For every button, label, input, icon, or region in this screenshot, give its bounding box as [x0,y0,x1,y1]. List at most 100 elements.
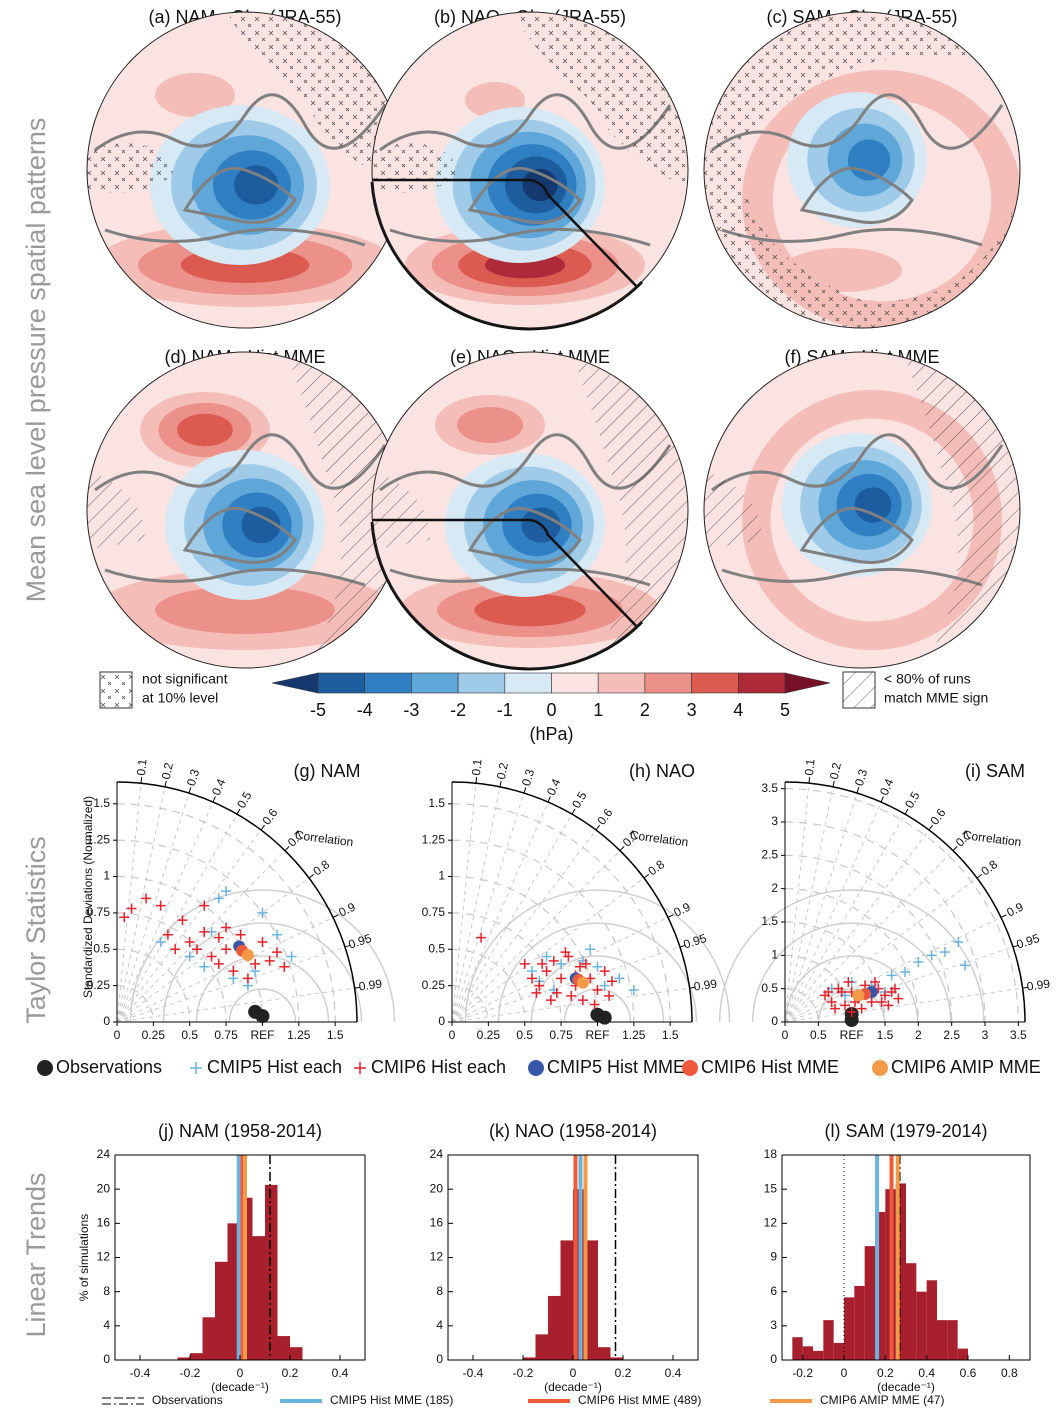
stipple [372,12,688,193]
outer-arc [451,781,693,1023]
correlation-line [784,801,882,1023]
y-tick-label: 0.25 [422,978,446,992]
x-tick-label: -0.2 [513,1366,534,1380]
legend-label: CMIP6 Hist MME [701,1057,839,1077]
bar [177,1357,190,1360]
coastline [379,93,672,247]
colorbar-band [317,672,366,694]
std-arc [116,803,336,1023]
correlation-tick-label: 0.9 [1004,900,1025,920]
y-tick-label: 0.75 [87,905,111,919]
point-plus [184,951,195,962]
correlation-line [784,829,930,1023]
point-plus [560,947,571,958]
point-plus [213,932,224,943]
map-low [233,165,279,205]
y-tick-label: 12 [97,1250,111,1264]
y-tick-label: 1.25 [422,832,446,846]
rmsd-arc [129,889,396,1023]
y-tick-label: 1 [103,869,110,883]
y-tick-label: 2.5 [761,848,778,862]
colorbar-band [597,672,646,694]
chart-title: (g) NAM [294,761,361,781]
std-arc [116,985,154,1023]
map-low [854,487,892,523]
point-plus [537,958,548,969]
x-tick-label: 0 [782,1028,789,1042]
bar [906,1263,917,1360]
point-plus [206,951,217,962]
correlation-tick [164,780,167,787]
rmsd-arc [162,922,363,1023]
y-axis-label: % of simulations [77,1214,91,1301]
correlation-tick [689,986,696,989]
colorbar-extend-low [271,672,319,694]
bar [523,1357,536,1360]
map-high [155,73,235,117]
legend-label: CMIP6 AMIP MME (47) [820,1393,944,1407]
correlation-tick-label: 0.3 [852,767,870,787]
map-high [155,586,335,634]
correlation-tick-label: 0.1 [802,758,818,776]
correlation-tick [832,780,835,787]
point-plus [228,966,239,977]
point-plus [531,987,542,998]
x-tick-label: -0.2 [792,1366,813,1380]
bar [548,1295,561,1360]
map [87,12,403,328]
point-plus [541,951,552,962]
y-tick-label: 0 [438,1014,445,1028]
x-axis-label: (decade⁻¹) [211,1380,269,1394]
point-plus [953,937,964,947]
colorbar-band [551,672,599,694]
std-arc [451,948,526,1023]
colorbar-tick-label: -5 [310,700,326,720]
colorbar-tick-label: 2 [640,700,650,720]
correlation-tick [1022,986,1029,989]
bar [864,1246,875,1360]
map [87,352,403,668]
point-plus [286,951,297,962]
std-arc [116,948,191,1023]
correlation-tick-label: 0.4 [877,776,897,797]
point-plus [192,944,202,955]
correlation-line [451,850,621,1023]
correlation-line [451,829,597,1023]
std-arc [784,921,886,1023]
correlation-line [451,783,477,1023]
y-tick-label: 3 [771,814,778,828]
correlation-tick-label: 0.1 [134,758,150,776]
point-plus [843,977,854,987]
point-dot [844,1013,859,1027]
y-tick-label: 6 [770,1284,777,1298]
row-label: Mean sea level pressure spatial patterns [21,118,51,603]
point-plus [886,970,897,981]
correlation-tick-label: 0.9 [671,900,692,920]
y-tick-label: 18 [764,1147,778,1161]
map-high [474,593,586,627]
colorbar-band [457,672,506,694]
correlation-label: Correlation [629,828,689,849]
y-tick-label: 2 [771,881,778,895]
point-plus [162,929,173,940]
correlation-tick-label: 0.1 [469,758,485,776]
map-high [177,413,233,447]
point-plus [272,947,282,958]
colorbar-tick-label: 4 [733,700,743,720]
correlation-tick [499,780,502,787]
point-dot [852,989,865,1002]
colorbar-extend-high [784,672,831,694]
x-tick-label: -0.4 [463,1366,484,1380]
x-tick-label: 0 [841,1366,848,1380]
bar [926,1280,937,1360]
hatching [372,352,688,668]
point-plus [141,893,152,904]
correlation-tick [1000,914,1007,918]
map-border [703,351,1021,669]
point-plus [250,958,261,969]
point-dot [241,949,254,962]
point-plus [575,961,585,972]
x-tick-label: 0 [237,1366,244,1380]
point-plus [177,915,188,926]
legend-marker [682,1060,698,1076]
